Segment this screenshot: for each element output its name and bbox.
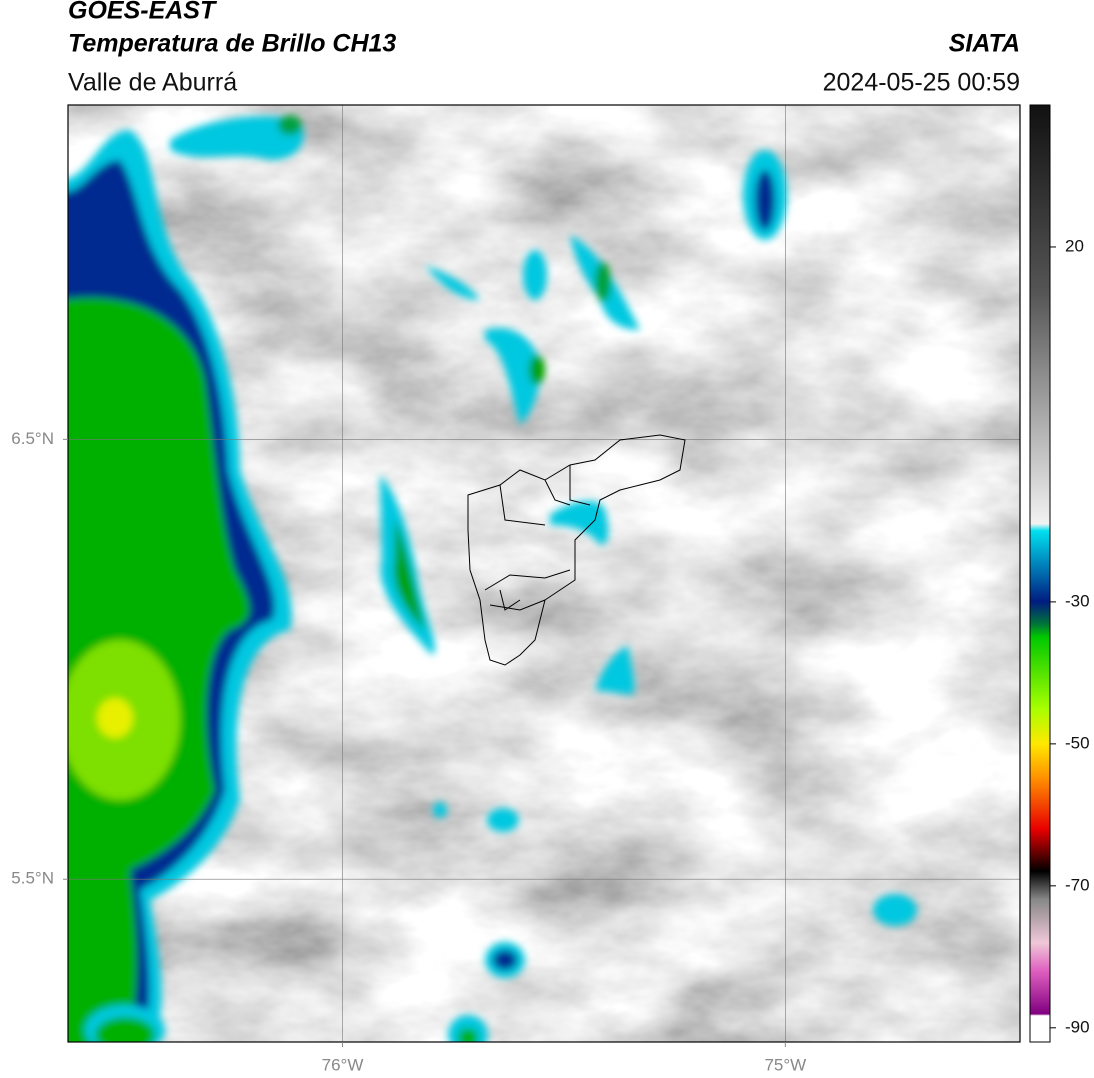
colorbar-tick-label: 20 <box>1065 236 1084 255</box>
source: SIATA <box>949 30 1020 58</box>
colorbar-tick-label: -50 <box>1065 733 1090 752</box>
aburra-boundaries <box>467 434 686 666</box>
y-tick-label: 5.5°N <box>11 869 54 888</box>
satellite-image <box>68 105 1020 1042</box>
colorbar-tick-label: -70 <box>1065 875 1090 894</box>
grid <box>68 105 1020 1042</box>
region: Valle de Aburrá <box>68 69 237 97</box>
datetime: 2024-05-25 00:59 <box>823 69 1020 97</box>
x-tick-label: 75°W <box>764 1055 806 1074</box>
colorbar-tick-label: -90 <box>1065 1017 1090 1036</box>
colorbar <box>1029 104 1051 1043</box>
y-tick-label: 6.5°N <box>11 429 54 448</box>
x-tick-label: 76°W <box>322 1055 364 1074</box>
map-frame <box>67 104 1021 1043</box>
cold-clouds <box>68 115 917 1042</box>
title: GOES-EAST <box>68 0 218 25</box>
colorbar-tick-label: -30 <box>1065 591 1090 610</box>
subtitle: Temperatura de Brillo CH13 <box>68 30 396 58</box>
